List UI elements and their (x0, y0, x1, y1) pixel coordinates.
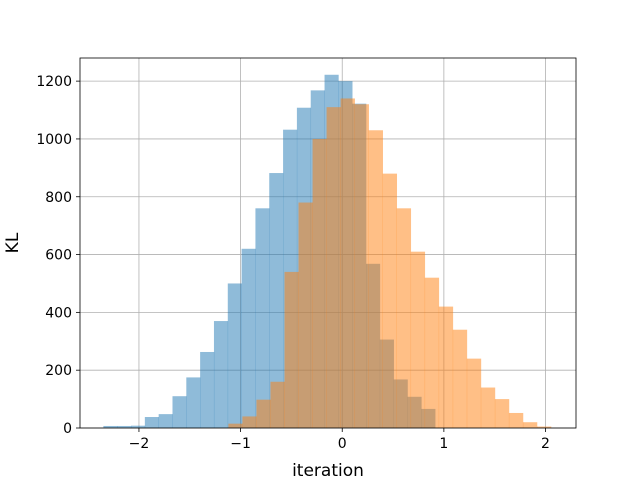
histogram-bar-series-1 (227, 283, 242, 428)
histogram-bar-series-2 (284, 271, 299, 428)
histogram-bar-series-2 (340, 98, 355, 428)
x-tick-label: −2 (129, 436, 150, 452)
histogram-bar-series-1 (186, 377, 201, 428)
y-tick-label: 400 (45, 305, 72, 321)
histogram-bar-series-2 (256, 399, 271, 428)
y-axis-label: KL (3, 232, 23, 253)
histogram-bar-series-2 (522, 422, 538, 428)
y-tick-label: 600 (45, 248, 72, 264)
y-tick-label: 200 (45, 363, 72, 379)
histogram-bar-series-2 (312, 138, 327, 428)
histogram-bar-series-1 (158, 414, 173, 428)
histogram-bar-series-1 (117, 425, 132, 428)
histogram-bar-series-2 (536, 426, 552, 428)
x-tick-label: 0 (338, 436, 347, 452)
histogram-bar-series-2 (326, 107, 341, 428)
histogram-bar-series-2 (410, 251, 426, 428)
histogram-bar-series-1 (269, 173, 284, 428)
histogram-bar-series-2 (466, 358, 482, 428)
histogram-bar-series-2 (396, 208, 412, 428)
histogram-bar-series-1 (144, 417, 159, 428)
histogram-bar-series-2 (270, 381, 285, 428)
histogram-bar-series-2 (438, 306, 454, 428)
histogram-bar-series-2 (354, 104, 369, 428)
y-tick-label: 1000 (36, 132, 72, 148)
histogram-bar-series-2 (228, 423, 243, 428)
histogram-bar-series-2 (494, 399, 510, 428)
histogram-bar-series-2 (368, 130, 383, 428)
histogram-bar-series-1 (131, 425, 146, 428)
histogram-bar-series-2 (480, 387, 496, 428)
y-tick-label: 0 (63, 421, 72, 437)
histogram-bar-series-1 (255, 208, 270, 428)
histogram-bar-series-2 (424, 277, 440, 428)
y-tick-label: 800 (45, 190, 72, 206)
histogram-bar-series-1 (241, 248, 256, 428)
plot-frame (79, 57, 577, 429)
histogram-bars (103, 74, 552, 428)
histogram-bar-series-2 (382, 173, 398, 428)
x-tick-label: 1 (439, 436, 448, 452)
histogram-bar-series-1 (200, 351, 215, 428)
histogram-bar-series-1 (213, 321, 229, 428)
histogram-bar-series-1 (103, 425, 118, 428)
histogram-bar-series-2 (452, 329, 468, 428)
axis-ticks: −2 −1 0 1 2 0 200 400 600 800 1000 1200 (36, 74, 550, 452)
x-axis-label: iteration (292, 461, 364, 480)
histogram-bar-series-1 (172, 396, 187, 428)
histogram-bar-series-2 (242, 416, 257, 428)
histogram-bar-series-2 (508, 412, 524, 428)
histogram-bar-series-2 (298, 202, 313, 428)
x-tick-label: 2 (541, 436, 550, 452)
x-tick-label: −1 (230, 436, 251, 452)
y-tick-label: 1200 (36, 74, 72, 90)
